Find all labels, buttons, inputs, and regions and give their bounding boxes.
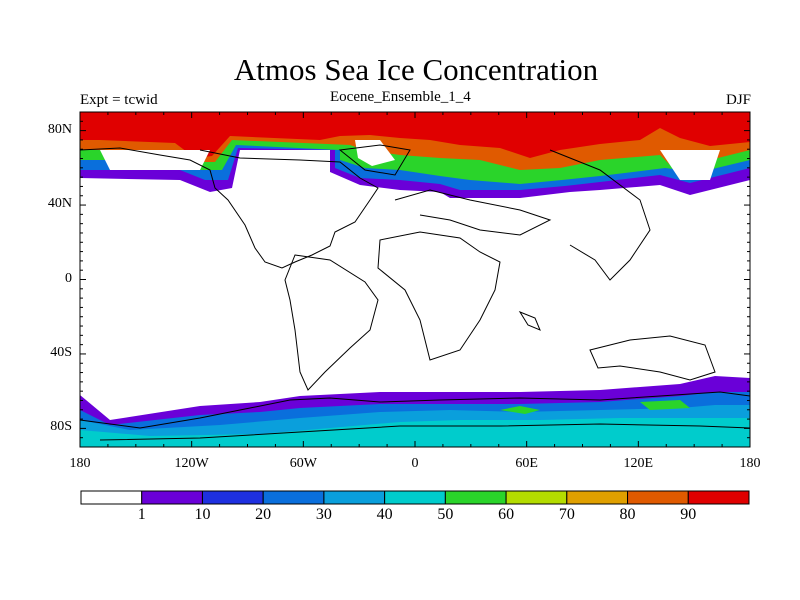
lat-label: 80N [47, 121, 72, 137]
pacific-gap [100, 150, 210, 170]
lon-label: 60W [289, 456, 317, 471]
map-title: Atmos Sea Ice Concentration [233, 52, 599, 87]
colorbar-label: 40 [376, 506, 393, 523]
lon-label: 180 [739, 456, 761, 471]
antarctic-ice-core [500, 406, 540, 414]
india-coast [518, 310, 541, 331]
antarctic-ice [80, 376, 750, 447]
eurasia-coast [394, 149, 651, 281]
south-america-coast [284, 254, 379, 391]
lon-label: 0 [411, 456, 419, 471]
greenland-coast [338, 144, 411, 176]
sea-ice-field [80, 112, 750, 447]
australia-coast [589, 335, 716, 381]
lat-label: 0 [65, 270, 72, 286]
colorbar-label: 90 [680, 506, 697, 523]
colorbar-label: 70 [558, 506, 575, 523]
arctic-ice [80, 112, 750, 198]
lat-label: 40S [50, 344, 72, 360]
antarctica-coast [80, 391, 750, 441]
lon-label: 180 [69, 456, 91, 471]
colorbar-label: 80 [619, 506, 636, 523]
antarctic-ice-band-4 [80, 418, 750, 447]
colorbar-label: 1 [137, 506, 146, 523]
arctic-ice-core [80, 112, 750, 158]
colorbar-label: 30 [315, 506, 332, 523]
colorbar-label: 60 [498, 506, 515, 523]
coastlines [80, 144, 750, 441]
colorbar-label: 50 [437, 506, 454, 523]
lat-label: 80S [50, 419, 72, 435]
ensemble-label: Eocene_Ensemble_1_4 [330, 89, 471, 105]
lon-label: 120E [623, 456, 654, 471]
map-ticks [79, 111, 751, 448]
lon-label: 120W [174, 456, 209, 471]
lat-label: 40N [47, 196, 72, 212]
lon-label: 60E [515, 456, 538, 471]
north-america-coast [80, 147, 379, 269]
season-label: DJF [725, 92, 751, 108]
colorbar-label: 10 [194, 506, 211, 523]
experiment-label: Expt = tcwid [80, 92, 158, 108]
colorbar-label: 20 [255, 506, 272, 523]
siberia-gap [660, 150, 720, 180]
antarctic-ice-core-2 [640, 400, 690, 410]
africa-coast [377, 231, 501, 361]
